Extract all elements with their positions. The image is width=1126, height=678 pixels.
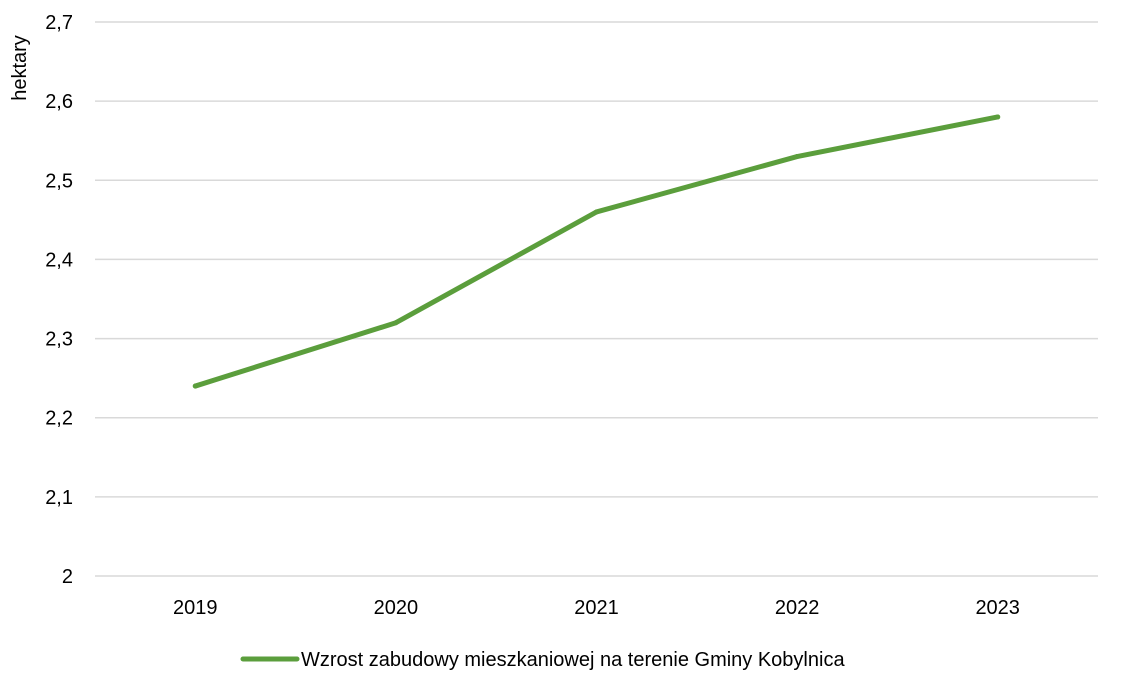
data-point [594,209,599,215]
x-axis-tick-labels: 2019 2020 2021 2022 2023 [173,597,1020,619]
x-tick-label: 2020 [374,597,419,619]
y-tick-label: 2 [62,566,73,588]
data-point [794,154,800,160]
data-point [995,114,1001,120]
y-tick-label: 2,2 [45,408,73,430]
x-tick-label: 2019 [173,597,218,619]
y-tick-label: 2,3 [45,329,73,351]
y-axis-tick-labels: 2 2,1 2,2 2,3 2,4 2,5 2,6 2,7 [45,12,73,588]
x-tick-label: 2021 [574,597,619,619]
x-tick-label: 2022 [775,597,820,619]
y-tick-label: 2,5 [45,170,73,192]
legend: Wzrost zabudowy mieszkaniowej na terenie… [240,649,845,671]
y-axis-label: hektary [9,35,31,101]
data-point [393,320,399,326]
gridlines [95,21,1098,577]
series-line [192,114,1001,389]
series-lines [192,114,1001,389]
data-point [192,383,198,389]
y-tick-label: 2,1 [45,487,73,509]
legend-label: Wzrost zabudowy mieszkaniowej na terenie… [301,649,845,671]
y-tick-label: 2,7 [45,12,73,34]
x-tick-label: 2023 [975,597,1020,619]
y-tick-label: 2,6 [45,91,73,113]
y-tick-label: 2,4 [45,249,73,271]
